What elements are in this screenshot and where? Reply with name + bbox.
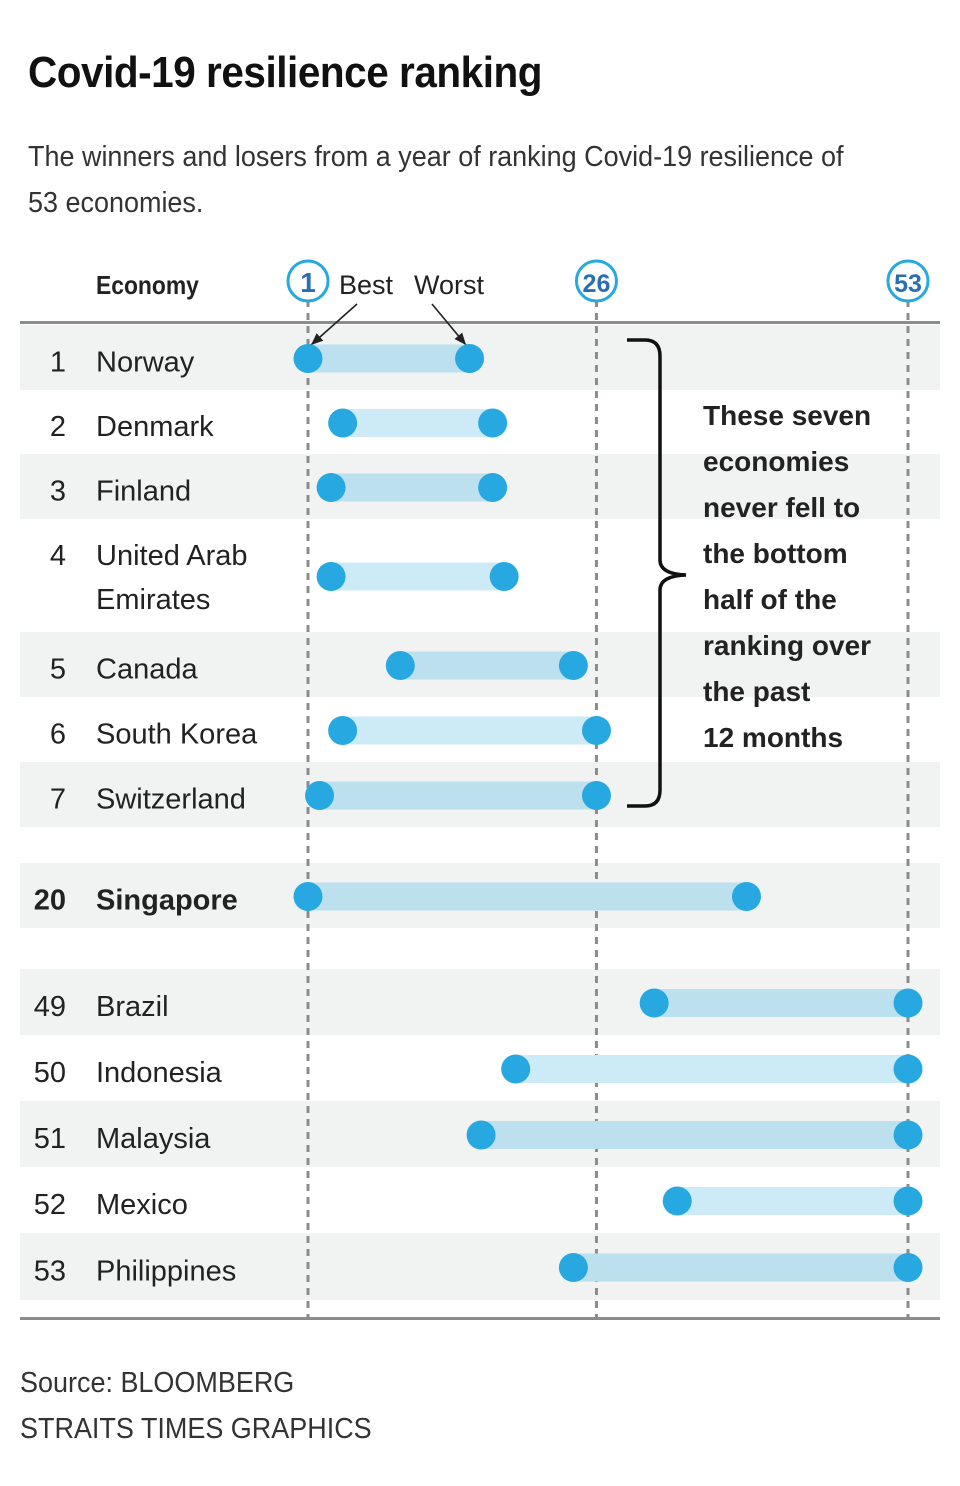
arrow-best-head — [311, 333, 324, 345]
range-bar — [319, 781, 597, 810]
economy-label: Malaysia — [96, 1123, 211, 1155]
credit-note: STRAITS TIMES GRAPHICS — [20, 1413, 372, 1445]
footer: Source: BLOOMBERG STRAITS TIMES GRAPHICS — [20, 1360, 372, 1452]
economy-label: Philippines — [96, 1256, 236, 1288]
worst-dot — [478, 473, 508, 502]
rank-label: 52 — [34, 1189, 66, 1221]
tick-label-26: 26 — [583, 270, 611, 298]
rank-label: 3 — [50, 476, 66, 508]
range-bar — [331, 562, 505, 591]
economy-label: Norway — [96, 347, 195, 379]
range-bar — [654, 989, 908, 1017]
range-bar — [573, 1253, 908, 1282]
economy-label-line2: Emirates — [96, 584, 210, 616]
rank-label: 4 — [50, 540, 66, 572]
economy-label: Switzerland — [96, 784, 246, 816]
best-dot — [328, 716, 358, 745]
legend-worst: Worst — [414, 270, 485, 300]
bottom-rule — [20, 1317, 940, 1320]
best-dot — [328, 408, 358, 438]
economy-label: Finland — [96, 476, 191, 508]
bracket — [627, 338, 687, 808]
worst-dot — [558, 651, 588, 680]
rank-label: 6 — [50, 719, 66, 751]
economy-label: Canada — [96, 654, 198, 686]
best-dot — [305, 781, 335, 810]
arrow-worst-head — [454, 332, 466, 345]
worst-dot — [581, 716, 611, 745]
worst-dot — [731, 882, 761, 911]
annotation-line: These seven — [703, 400, 871, 431]
rank-label: 20 — [34, 885, 66, 917]
range-bar — [331, 473, 493, 502]
best-dot — [316, 473, 346, 502]
chart-title: Covid-19 resilience ranking — [28, 48, 543, 97]
worst-dot — [478, 408, 508, 438]
best-dot — [639, 988, 669, 1018]
range-bar — [308, 344, 470, 373]
tick-circle-53 — [886, 259, 930, 303]
worst-dot — [455, 344, 485, 373]
tick-label-1: 1 — [300, 267, 316, 298]
rank-label: 51 — [34, 1123, 66, 1155]
best-dot — [466, 1120, 496, 1150]
annotation-line: half of the — [703, 584, 837, 615]
worst-dot — [489, 562, 519, 591]
best-dot — [316, 562, 346, 591]
annotation-line: the bottom — [703, 538, 848, 569]
tick-circle-1 — [286, 259, 330, 303]
range-bar — [342, 409, 493, 437]
economy-label: Singapore — [96, 885, 238, 917]
column-header-economy: Economy — [96, 272, 199, 301]
economy-label: Brazil — [96, 991, 169, 1023]
economy-label: Denmark — [96, 411, 214, 443]
worst-dot — [893, 1054, 923, 1084]
tick-circle-26 — [574, 259, 618, 303]
best-dot — [501, 1054, 531, 1084]
annotation-line: 12 months — [703, 722, 843, 753]
header-rule — [20, 321, 940, 324]
best-dot — [293, 882, 323, 911]
annotation-line: economies — [703, 446, 849, 477]
worst-dot — [893, 988, 923, 1018]
rank-label: 5 — [50, 654, 66, 686]
worst-dot — [581, 781, 611, 810]
rank-label: 7 — [50, 784, 66, 816]
source-note: Source: BLOOMBERG — [20, 1367, 295, 1399]
range-bar — [677, 1187, 908, 1215]
worst-dot — [893, 1120, 923, 1150]
economy-label: Mexico — [96, 1189, 188, 1221]
range-bar — [481, 1121, 908, 1149]
range-bar — [400, 651, 574, 680]
best-dot — [558, 1253, 588, 1282]
best-dot — [293, 344, 323, 373]
tick-label-53: 53 — [894, 270, 922, 298]
rank-label: 1 — [50, 347, 66, 379]
worst-dot — [893, 1253, 923, 1282]
range-bar — [308, 882, 747, 911]
economy-label: Indonesia — [96, 1057, 223, 1089]
rank-label: 50 — [34, 1057, 66, 1089]
annotation-line: the past — [703, 676, 810, 707]
chart-subtitle: The winners and losers from a year of ra… — [28, 141, 844, 219]
economy-label: South Korea — [96, 719, 258, 751]
range-bar — [342, 716, 597, 745]
worst-dot — [893, 1186, 923, 1216]
best-dot — [662, 1186, 692, 1216]
rank-label: 49 — [34, 991, 66, 1023]
economy-label: United Arab — [96, 540, 248, 572]
rank-label: 2 — [50, 411, 66, 443]
best-dot — [385, 651, 415, 680]
rank-label: 53 — [34, 1256, 66, 1288]
annotation-line: ranking over — [703, 630, 871, 661]
annotation-line: never fell to — [703, 492, 860, 523]
range-bar — [515, 1055, 908, 1083]
legend-best: Best — [339, 270, 394, 300]
